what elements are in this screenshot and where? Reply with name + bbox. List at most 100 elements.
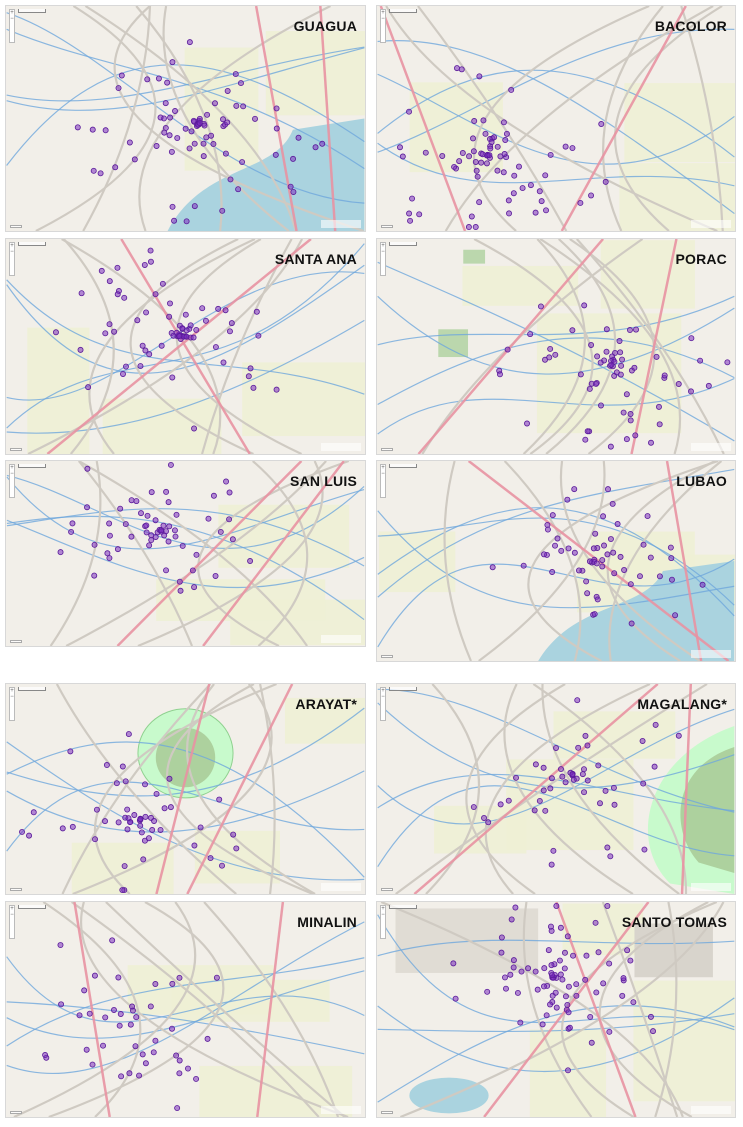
data-point-marker[interactable]	[498, 934, 505, 941]
data-point-marker[interactable]	[502, 974, 508, 981]
map-panel-san-luis[interactable]: + − SAN LUIS	[5, 460, 366, 647]
data-point-marker[interactable]	[118, 1073, 125, 1080]
data-point-marker[interactable]	[478, 159, 485, 166]
data-point-marker[interactable]	[623, 436, 630, 443]
data-point-marker[interactable]	[120, 370, 126, 377]
data-point-marker[interactable]	[139, 342, 146, 349]
data-point-marker[interactable]	[697, 357, 704, 364]
data-point-marker[interactable]	[497, 801, 504, 808]
data-point-marker[interactable]	[106, 278, 113, 285]
data-point-marker[interactable]	[204, 1035, 211, 1042]
data-point-marker[interactable]	[650, 1028, 656, 1035]
data-point-marker[interactable]	[581, 302, 588, 309]
data-point-marker[interactable]	[450, 960, 457, 967]
data-point-marker[interactable]	[502, 137, 509, 143]
data-point-marker[interactable]	[252, 115, 258, 122]
data-point-marker[interactable]	[599, 557, 606, 564]
data-point-marker[interactable]	[235, 186, 242, 193]
data-point-marker[interactable]	[542, 172, 549, 179]
data-point-marker[interactable]	[397, 144, 403, 151]
data-point-marker[interactable]	[150, 1049, 157, 1056]
data-point-marker[interactable]	[57, 549, 64, 556]
data-point-marker[interactable]	[564, 1001, 571, 1008]
data-point-marker[interactable]	[142, 1060, 149, 1067]
data-point-marker[interactable]	[466, 153, 473, 160]
data-point-marker[interactable]	[640, 780, 647, 787]
data-point-marker[interactable]	[541, 551, 547, 558]
data-point-marker[interactable]	[208, 132, 215, 139]
data-point-marker[interactable]	[508, 916, 515, 923]
data-point-marker[interactable]	[229, 536, 236, 543]
data-point-marker[interactable]	[190, 334, 197, 341]
data-point-marker[interactable]	[559, 773, 566, 780]
data-point-marker[interactable]	[68, 528, 75, 535]
data-point-marker[interactable]	[627, 411, 634, 417]
data-point-marker[interactable]	[582, 976, 589, 983]
data-point-marker[interactable]	[593, 989, 600, 996]
data-point-marker[interactable]	[134, 317, 141, 324]
data-point-marker[interactable]	[510, 964, 517, 971]
data-point-marker[interactable]	[114, 264, 121, 271]
data-point-marker[interactable]	[140, 856, 147, 863]
data-point-marker[interactable]	[125, 731, 132, 738]
data-point-marker[interactable]	[549, 569, 556, 575]
data-point-marker[interactable]	[506, 210, 513, 217]
data-point-marker[interactable]	[459, 150, 466, 156]
data-point-marker[interactable]	[627, 957, 634, 964]
data-point-marker[interactable]	[488, 139, 495, 146]
zoom-control[interactable]: + −	[9, 242, 15, 276]
data-point-marker[interactable]	[86, 1010, 93, 1017]
map-panel-santo-tomas[interactable]: + − SANTO TOMAS	[376, 901, 736, 1118]
data-point-marker[interactable]	[189, 567, 196, 574]
data-point-marker[interactable]	[222, 307, 229, 314]
data-point-marker[interactable]	[91, 572, 98, 579]
data-point-marker[interactable]	[532, 968, 539, 975]
data-point-marker[interactable]	[166, 775, 173, 782]
data-point-marker[interactable]	[219, 207, 226, 214]
data-point-marker[interactable]	[651, 763, 658, 770]
data-point-marker[interactable]	[169, 374, 176, 381]
data-point-marker[interactable]	[216, 796, 223, 803]
data-point-marker[interactable]	[196, 120, 203, 127]
data-point-marker[interactable]	[624, 947, 631, 954]
data-point-marker[interactable]	[191, 203, 198, 210]
data-point-marker[interactable]	[202, 317, 209, 324]
data-point-marker[interactable]	[607, 853, 614, 860]
data-point-marker[interactable]	[598, 402, 604, 409]
data-point-marker[interactable]	[503, 130, 510, 137]
data-point-marker[interactable]	[132, 1043, 139, 1050]
data-point-marker[interactable]	[613, 369, 620, 376]
data-point-marker[interactable]	[147, 247, 154, 254]
data-point-marker[interactable]	[473, 167, 480, 174]
data-point-marker[interactable]	[595, 949, 602, 956]
zoom-in-icon[interactable]: +	[10, 465, 14, 471]
data-point-marker[interactable]	[547, 151, 554, 158]
data-point-marker[interactable]	[67, 748, 74, 755]
data-point-marker[interactable]	[176, 578, 183, 585]
data-point-marker[interactable]	[207, 855, 214, 862]
data-point-marker[interactable]	[200, 140, 207, 147]
data-point-marker[interactable]	[612, 349, 618, 356]
data-point-marker[interactable]	[618, 362, 625, 369]
data-point-marker[interactable]	[161, 805, 168, 812]
zoom-out-icon[interactable]: −	[381, 912, 385, 918]
data-point-marker[interactable]	[472, 159, 479, 165]
zoom-control[interactable]: + −	[9, 464, 15, 498]
data-point-marker[interactable]	[142, 781, 148, 788]
data-point-marker[interactable]	[57, 942, 64, 949]
data-point-marker[interactable]	[588, 192, 595, 199]
zoom-in-icon[interactable]: +	[381, 906, 385, 912]
zoom-control[interactable]: + −	[380, 687, 386, 721]
data-point-marker[interactable]	[465, 224, 472, 231]
map-panel-santa-ana[interactable]: + − SANTA ANA	[5, 238, 366, 455]
data-point-marker[interactable]	[593, 380, 600, 387]
data-point-marker[interactable]	[85, 384, 92, 391]
data-point-marker[interactable]	[474, 173, 481, 180]
data-point-marker[interactable]	[253, 308, 260, 315]
data-point-marker[interactable]	[540, 764, 547, 771]
zoom-in-icon[interactable]: +	[381, 465, 385, 471]
data-point-marker[interactable]	[143, 522, 150, 529]
data-point-marker[interactable]	[149, 827, 156, 833]
data-point-marker[interactable]	[191, 425, 198, 432]
data-point-marker[interactable]	[158, 342, 165, 349]
